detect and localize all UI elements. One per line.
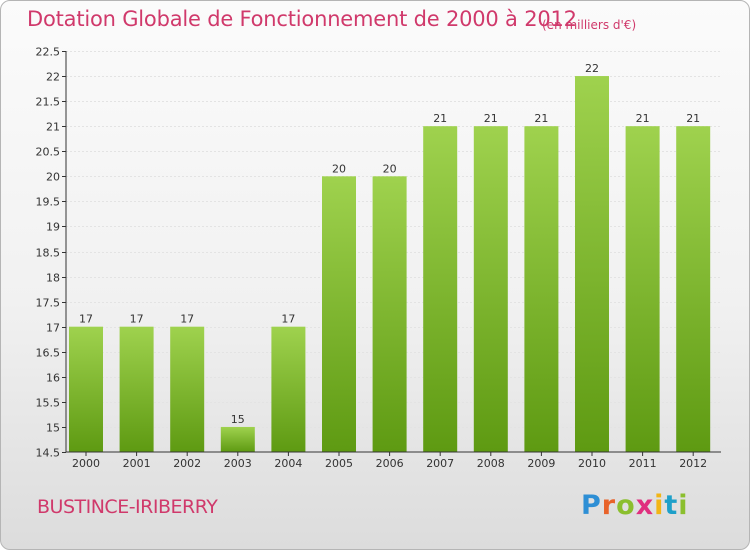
x-tick-label-2008: 2008	[477, 457, 505, 470]
data-label-2010: 22	[585, 62, 599, 75]
y-tick-label: 19	[46, 221, 60, 234]
data-label-2012: 21	[686, 112, 700, 125]
bar-2007	[423, 126, 458, 452]
y-tick-label: 20.5	[36, 146, 61, 159]
y-tick-label: 19.5	[36, 196, 61, 209]
bar-2006	[372, 176, 407, 452]
logo-letter: x	[635, 490, 655, 521]
x-tick-label-2002: 2002	[173, 457, 201, 470]
logo-letter: i	[654, 490, 665, 521]
logo-letter: t	[664, 490, 679, 521]
x-tick-label-2006: 2006	[376, 457, 404, 470]
data-label-2006: 20	[383, 162, 397, 175]
x-axis-ticks: 2000 2001 2002 2003 2004 2005 2006 2007 2008 2009…	[72, 452, 707, 470]
y-tick-label: 22	[46, 71, 60, 84]
unit-label: (en milliers d'€)	[542, 18, 637, 32]
x-tick-label-2005: 2005	[325, 457, 353, 470]
logo-letter: i	[678, 490, 689, 521]
y-tick-label: 21	[46, 121, 60, 134]
bar-2001	[119, 326, 154, 452]
x-tick-label-2012: 2012	[679, 457, 707, 470]
x-tick-label-2000: 2000	[72, 457, 100, 470]
data-label-2001: 17	[130, 313, 144, 326]
bar-2004	[271, 326, 306, 452]
y-tick-label: 17	[46, 322, 60, 335]
y-tick-label: 14.5	[36, 447, 61, 460]
logo-letter: P	[581, 490, 602, 521]
bar-2008	[473, 126, 508, 452]
data-label-2005: 20	[332, 162, 346, 175]
y-tick-label: 15	[46, 422, 60, 435]
bar-2010	[575, 76, 609, 452]
y-tick-label: 16.5	[36, 347, 61, 360]
bar-2012	[676, 126, 711, 452]
y-tick-label: 22.5	[36, 46, 61, 59]
data-label-2007: 21	[433, 112, 447, 125]
data-label-2009: 21	[534, 112, 548, 125]
bar-2003	[220, 426, 255, 452]
y-tick-label: 15.5	[36, 397, 61, 410]
data-label-2003: 15	[231, 413, 245, 426]
y-tick-label: 18	[46, 272, 60, 285]
y-tick-label: 20	[46, 171, 60, 184]
chart-title: Dotation Globale de Fonctionnement de 20…	[27, 7, 577, 31]
x-tick-label-2004: 2004	[274, 457, 302, 470]
bars-layer: 17 17 17 15 17 20 20 21 21 21 22 21 21	[69, 62, 711, 452]
bar-2000	[69, 326, 103, 452]
logo-letter: o	[616, 490, 636, 521]
x-tick-label-2003: 2003	[224, 457, 252, 470]
logo-letter: r	[601, 490, 617, 521]
y-tick-label: 16	[46, 372, 60, 385]
x-tick-label-2011: 2011	[629, 457, 657, 470]
x-tick-label-2009: 2009	[527, 457, 555, 470]
data-label-2000: 17	[79, 313, 93, 326]
bar-2002	[170, 326, 205, 452]
x-tick-label-2010: 2010	[578, 457, 606, 470]
commune-name: BUSTINCE-IRIBERRY	[37, 496, 218, 518]
data-label-2008: 21	[484, 112, 498, 125]
proxiti-logo: Proxiti	[581, 490, 689, 521]
y-tick-label: 21.5	[36, 96, 61, 109]
y-axis-ticks: 14.5 15 15.5 16 16.5 17 17.5 18 18.5 19 19.5 20 20.5…	[36, 46, 66, 460]
x-tick-label-2001: 2001	[123, 457, 151, 470]
y-tick-label: 18.5	[36, 247, 61, 260]
bar-2011	[625, 126, 660, 452]
data-label-2004: 17	[281, 313, 295, 326]
data-label-2011: 21	[636, 112, 650, 125]
bar-2009	[524, 126, 559, 452]
data-label-2002: 17	[180, 313, 194, 326]
bar-2005	[322, 176, 356, 452]
y-tick-label: 17.5	[36, 297, 61, 310]
x-tick-label-2007: 2007	[426, 457, 454, 470]
